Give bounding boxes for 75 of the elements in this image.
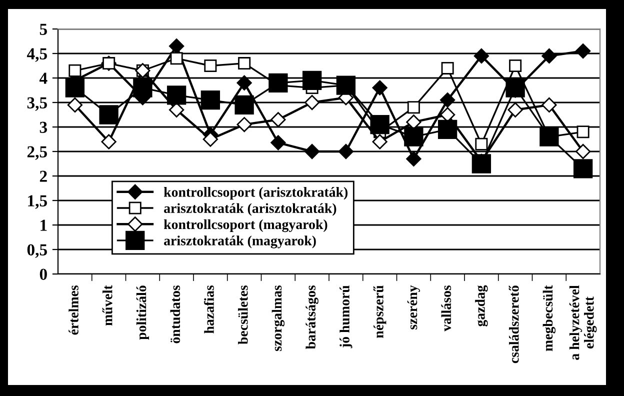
point (67, 97, 83, 113)
y-tick-label: 0,5 (27, 244, 47, 258)
point (236, 116, 252, 132)
x-tick-label: a helyzetével elégedett (569, 285, 597, 360)
y-tick-label: 1,5 (28, 195, 47, 209)
point (304, 144, 320, 160)
y-tick-label: 2 (40, 170, 47, 182)
x-tick-label: barátságos (306, 285, 318, 349)
point (542, 48, 557, 64)
legend-label: arisztokraták (arisztokraták) (164, 203, 336, 216)
point (372, 80, 388, 96)
point (506, 78, 525, 98)
legend-label: kontrollcsoport (arisztokraták) (164, 187, 348, 200)
legend-label: kontrollcsoport (magyarok) (164, 219, 328, 232)
point (101, 134, 116, 150)
x-tick-label: szerény (407, 285, 420, 330)
point (234, 95, 254, 115)
y-tick-label: 1 (40, 220, 47, 231)
x-tick-label: gazdag (475, 285, 488, 326)
x-tick-label: politizáló (136, 286, 149, 340)
point (304, 94, 320, 110)
point (474, 48, 490, 64)
point (270, 112, 286, 128)
x-tick-label: szorgalmas (272, 285, 285, 352)
point (576, 126, 590, 138)
x-tick-label: vallásos (441, 285, 452, 332)
point (404, 127, 424, 146)
point (338, 144, 354, 160)
point (407, 101, 420, 114)
point (575, 144, 591, 160)
point (472, 154, 492, 174)
point (440, 92, 456, 108)
point (508, 102, 523, 118)
x-tick-label: jó humorú (340, 285, 352, 348)
point (573, 159, 593, 178)
x-tick-label: értelmes (68, 285, 78, 335)
x-tick-label: népszerű (373, 285, 386, 338)
point (370, 114, 390, 134)
point (268, 73, 288, 92)
point (236, 75, 252, 90)
point (302, 70, 322, 90)
point (170, 52, 183, 65)
y-tick-label: 2,5 (27, 146, 47, 160)
point (438, 120, 458, 140)
x-tick-label: családszerető (508, 286, 519, 364)
point (65, 78, 85, 98)
point (202, 132, 218, 147)
y-tick-label: 3,5 (27, 97, 47, 111)
y-tick-label: 5 (40, 24, 47, 35)
y-tick-label: 4 (39, 72, 48, 84)
point (238, 57, 251, 70)
point (204, 60, 217, 72)
y-tick-label: 0 (40, 268, 47, 280)
point (270, 135, 286, 150)
point (475, 138, 488, 150)
x-tick-label: hazafias (204, 285, 214, 334)
y-tick-label: 3 (40, 122, 48, 133)
x-tick-label: művelt (102, 285, 112, 326)
point (166, 86, 186, 105)
point (542, 97, 557, 113)
x-tick-label: becsületes (238, 285, 248, 344)
legend-label: arisztokraták (magyarok) (164, 236, 316, 248)
y-tick-label: 4,5 (26, 48, 47, 62)
point (406, 151, 422, 166)
point (575, 43, 591, 59)
point (168, 38, 184, 54)
point (441, 62, 454, 74)
point (99, 105, 118, 124)
x-tick-label: megbecsült (542, 285, 556, 352)
point (200, 90, 220, 110)
point (133, 78, 152, 98)
x-tick-label: öntudatos (170, 285, 180, 344)
point (509, 60, 522, 72)
point (68, 64, 82, 77)
point (372, 134, 388, 150)
